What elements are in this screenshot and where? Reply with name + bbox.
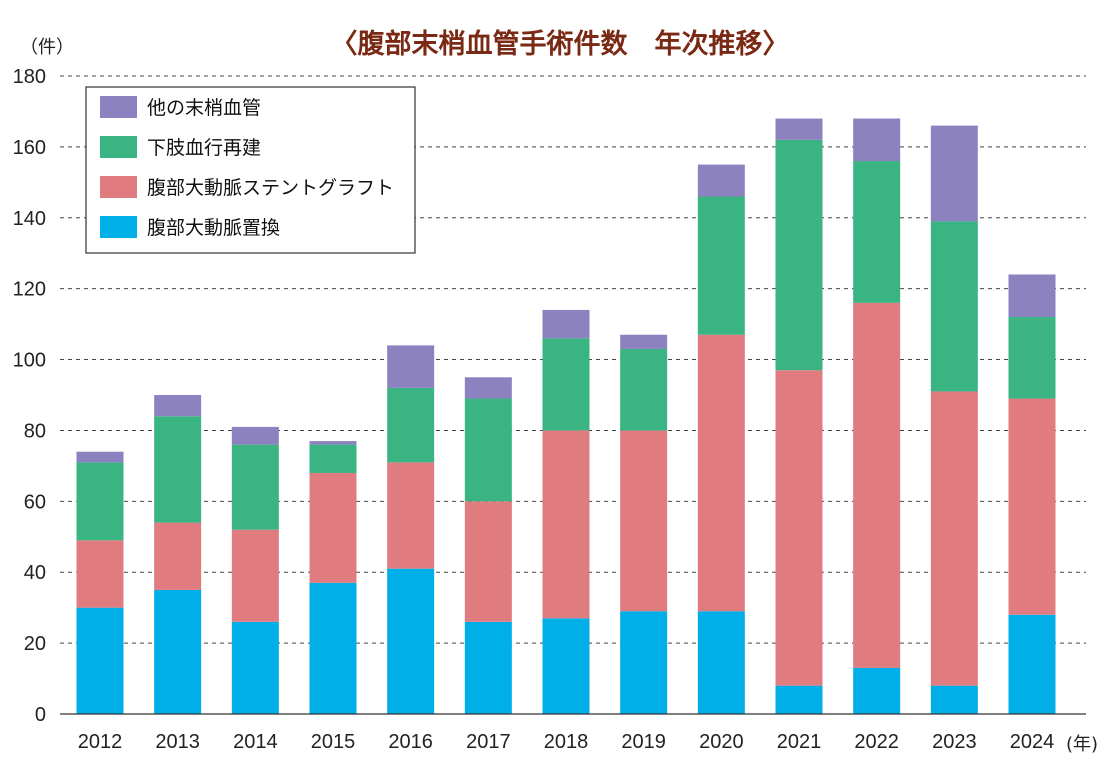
bar-segment	[154, 589, 202, 714]
legend-swatch	[100, 96, 137, 118]
bar-segment	[464, 501, 512, 622]
legend-swatch	[100, 176, 137, 198]
bar-segment	[697, 164, 745, 197]
y-tick-label: 120	[13, 279, 46, 301]
bar-segment	[542, 309, 590, 339]
y-tick-label: 60	[24, 491, 46, 513]
bar-segment	[464, 377, 512, 399]
bar-segment	[309, 441, 357, 445]
legend-swatch	[100, 216, 137, 238]
bar-segment	[76, 451, 124, 463]
y-tick-label: 20	[24, 633, 46, 655]
bar-segment	[1008, 398, 1056, 615]
x-tick-label: 2024	[1010, 731, 1055, 753]
y-tick-label: 180	[13, 66, 46, 88]
legend-label: 他の末梢血管	[147, 97, 261, 119]
bar-segment	[231, 529, 279, 622]
bar-segment	[697, 196, 745, 335]
y-tick-label: 100	[13, 350, 46, 372]
bar-segment	[620, 430, 668, 612]
y-tick-label: 160	[13, 137, 46, 159]
x-axis-unit: (年)	[1066, 734, 1098, 755]
bar-segment	[542, 338, 590, 431]
bar-segment	[930, 391, 978, 686]
bar-segment	[309, 444, 357, 473]
x-tick-label: 2014	[233, 731, 278, 753]
bar-segment	[775, 118, 823, 140]
bar-segment	[775, 139, 823, 371]
y-tick-label: 0	[35, 704, 46, 726]
bar-segment	[1008, 274, 1056, 318]
bar-segment	[76, 540, 124, 608]
bar-segment	[697, 611, 745, 714]
bar-segment	[775, 685, 823, 714]
bar-segment	[620, 348, 668, 431]
bars	[76, 118, 1056, 714]
chart-title: 〈腹部末梢血管手術件数 年次推移〉	[331, 28, 790, 60]
bar-segment	[853, 302, 901, 668]
x-tick-label: 2016	[388, 731, 433, 753]
bar-segment	[387, 568, 435, 714]
bar-segment	[853, 667, 901, 714]
bar-segment	[930, 685, 978, 714]
bar-segment	[154, 522, 202, 590]
bar-segment	[231, 444, 279, 530]
bar-segment	[1008, 614, 1056, 714]
bar-segment	[231, 621, 279, 714]
y-axis-ticks: 0 20 40 60 80 100 120 140 160 180	[13, 66, 46, 726]
legend-box	[85, 86, 416, 254]
x-tick-label: 2012	[78, 731, 123, 753]
bar-segment	[387, 387, 435, 463]
legend-swatch	[100, 136, 137, 158]
x-tick-label: 2019	[621, 731, 666, 753]
x-axis-ticks: 2012 2013 2014 2015 2016 2017 2018 2019 2020 2021…	[78, 731, 1055, 753]
bar-segment	[464, 398, 512, 502]
bar-segment	[930, 221, 978, 392]
x-tick-label: 2013	[155, 731, 200, 753]
x-tick-label: 2023	[932, 731, 977, 753]
bar-segment	[387, 345, 435, 388]
bar-segment	[853, 161, 901, 303]
y-tick-label: 40	[24, 562, 46, 584]
bar-segment	[542, 618, 590, 714]
bar-segment	[76, 607, 124, 714]
bar-segment	[620, 334, 668, 349]
legend-label: 下肢血行再建	[147, 137, 261, 159]
bar-segment	[1008, 317, 1056, 399]
bar-segment	[154, 395, 202, 417]
bar-segment	[76, 462, 124, 541]
y-tick-label: 140	[13, 208, 46, 230]
y-axis-unit: （件）	[20, 37, 74, 58]
legend-label: 腹部大動脈置換	[147, 217, 280, 239]
bar-segment	[464, 621, 512, 714]
bar-segment	[775, 370, 823, 686]
bar-segment	[542, 430, 590, 619]
x-tick-label: 2021	[777, 731, 822, 753]
bar-segment	[309, 582, 357, 714]
bar-segment	[231, 426, 279, 445]
y-tick-label: 80	[24, 420, 46, 442]
bar-segment	[154, 416, 202, 523]
x-tick-label: 2018	[544, 731, 589, 753]
bar-segment	[697, 334, 745, 612]
bar-segment	[853, 118, 901, 162]
x-tick-label: 2017	[466, 731, 511, 753]
x-tick-label: 2020	[699, 731, 744, 753]
x-tick-label: 2022	[854, 731, 899, 753]
bar-segment	[387, 462, 435, 569]
bar-segment	[620, 611, 668, 714]
x-tick-label: 2015	[311, 731, 356, 753]
bar-segment	[309, 472, 357, 583]
legend-label: 腹部大動脈ステントグラフト	[147, 177, 394, 199]
bar-segment	[930, 125, 978, 222]
